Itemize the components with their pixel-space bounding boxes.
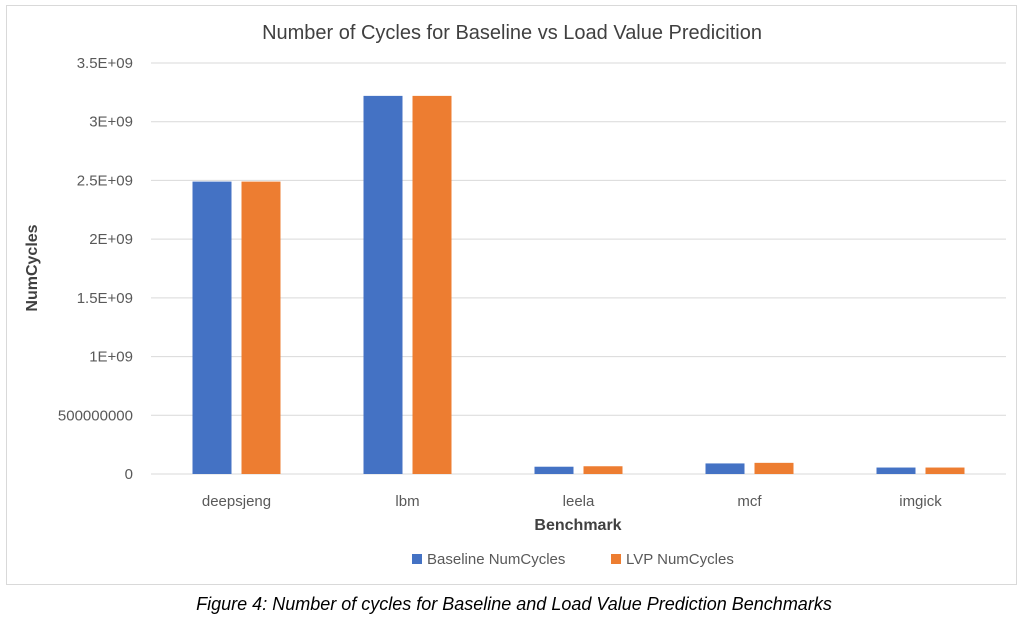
- y-tick-label: 3.5E+09: [77, 55, 133, 72]
- chart-canvas: Number of Cycles for Baseline vs Load Va…: [24, 22, 1006, 568]
- x-tick-label: leela: [563, 493, 595, 510]
- y-tick-label: 0: [125, 466, 133, 483]
- bar-lbm-lvp: [412, 95, 452, 474]
- legend: Baseline NumCycles LVP NumCycles: [412, 551, 734, 568]
- legend-label: LVP NumCycles: [626, 551, 734, 568]
- y-axis-title: NumCycles: [24, 224, 41, 311]
- x-tick-label: deepsjeng: [202, 493, 271, 510]
- bar-leela-baseline: [534, 466, 574, 474]
- x-tick-label: imgick: [899, 493, 942, 510]
- bar-imgick-lvp: [925, 467, 965, 474]
- legend-label: Baseline NumCycles: [427, 551, 565, 568]
- bar-leela-lvp: [583, 466, 623, 474]
- y-tick-label: 2.5E+09: [77, 172, 133, 189]
- bar-mcf-lvp: [754, 462, 794, 474]
- y-tick-labels: 0 500000000 1E+09 1.5E+09 2E+09 2.5E+09 3E+09 3…: [58, 55, 133, 483]
- bar-deepsjeng-baseline: [192, 181, 232, 475]
- x-tick-labels: deepsjeng lbm leela mcf imgick: [202, 493, 942, 510]
- y-tick-label: 500000000: [58, 407, 133, 424]
- x-axis-title: Benchmark: [534, 517, 621, 534]
- bar-deepsjeng-lvp: [241, 181, 281, 475]
- y-tick-label: 3E+09: [89, 114, 133, 131]
- y-tick-label: 2E+09: [89, 231, 133, 248]
- chart-title: Number of Cycles for Baseline vs Load Va…: [262, 22, 762, 44]
- chart-frame: [6, 5, 1017, 585]
- x-tick-label: mcf: [737, 493, 762, 510]
- gridlines: [151, 62, 1006, 475]
- x-tick-label: lbm: [395, 493, 419, 510]
- legend-swatch-baseline: [412, 554, 422, 564]
- bar-lbm-baseline: [363, 95, 403, 474]
- y-tick-label: 1E+09: [89, 349, 133, 366]
- bar-mcf-baseline: [705, 463, 745, 474]
- figure-caption: Figure 4: Number of cycles for Baseline …: [196, 594, 832, 614]
- bar-imgick-baseline: [876, 467, 916, 474]
- bars: [192, 95, 965, 475]
- legend-swatch-lvp: [611, 554, 621, 564]
- y-tick-label: 1.5E+09: [77, 290, 133, 307]
